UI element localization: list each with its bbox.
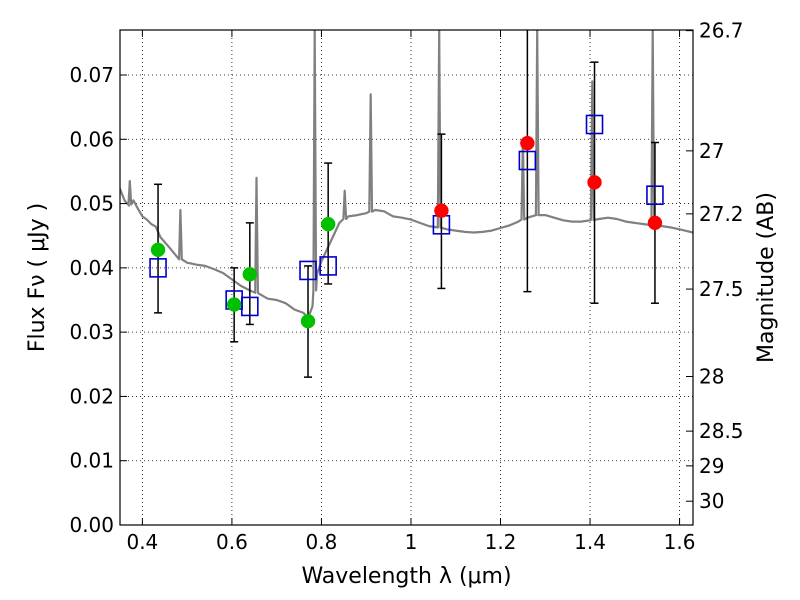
observed-point-red [587,175,602,190]
y-tick-label: 0.02 [69,384,114,408]
y2-tick-label: 27 [699,139,724,163]
observed-point-red [434,203,449,218]
x-tick-label: 0.6 [216,530,248,554]
y2-tick-label: 26.7 [699,19,744,43]
x-tick-label: 1.4 [574,530,606,554]
y-tick-label: 0.06 [69,127,114,151]
data-points [149,114,664,329]
spectrum-line [120,30,693,320]
plot-frame [119,29,694,526]
y-tick-label: 0.04 [69,256,114,280]
x-axis-label: Wavelength λ (μm) [301,564,511,589]
y2-tick-label: 29 [699,454,724,478]
observed-point-green [320,216,336,232]
grid-lines [120,30,693,526]
x-tick-label: 1.6 [664,530,696,554]
observed-point-green [150,242,166,258]
model-photometry-square [299,260,317,281]
x-tick-label: 0.4 [126,530,158,554]
y2-axis-label: Magnitude (AB) [754,192,779,363]
y-tick-label: 0.03 [69,320,114,344]
model-photometry-square [585,114,604,135]
x-tick-label: 0.8 [306,530,338,554]
y2-tick-label: 27.5 [699,277,744,301]
y2-tick-label: 30 [699,489,724,513]
model-photometry-square [241,296,259,317]
observed-point-green [226,297,242,312]
y2-tick-label: 28.5 [699,419,744,443]
x-tick-label: 1.2 [485,530,517,554]
model-photometry-square [518,150,537,171]
axis-ticks: 0.4 0.6 0.8 1 1.2 1.4 1.6 0.00 0.01 0.02 0.03 0.04 0… [69,19,743,554]
x-tick-label: 1 [405,530,418,554]
observed-point-red [647,215,663,231]
model-spectrum [120,30,693,320]
model-photometry-square [149,258,167,278]
error-bars [154,30,659,378]
y-tick-label: 0.01 [69,449,114,473]
observed-point-green [242,267,258,282]
observed-point-red [520,135,535,151]
y2-tick-label: 28 [699,365,724,389]
y2-tick-label: 27.2 [699,202,744,226]
y-tick-label: 0.07 [69,63,114,87]
y-axis-label: Flux Fν ( μJy ) [25,203,50,352]
y-tick-label: 0.05 [69,192,114,216]
model-photometry-square [646,185,664,206]
y-tick-label: 0.00 [69,513,114,537]
observed-point-green [300,313,316,329]
model-photometry-square [319,256,337,276]
